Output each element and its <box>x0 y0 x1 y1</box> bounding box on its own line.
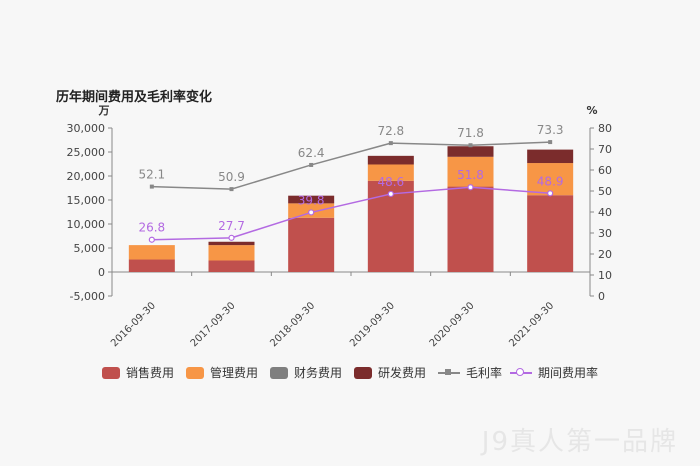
legend-swatch-finance <box>270 367 288 379</box>
y-left-tick-label: 5,000 <box>74 242 106 255</box>
legend-label-admin: 管理费用 <box>210 366 259 380</box>
expense-rate-label: 48.6 <box>377 175 404 189</box>
y-left-tick-label: 25,000 <box>67 146 106 159</box>
bar-segment <box>128 245 175 260</box>
expense-rate-line <box>151 186 551 241</box>
y-right-tick-label: 20 <box>598 248 612 261</box>
gross-margin-point <box>229 187 234 192</box>
bar-segment <box>208 260 255 272</box>
legend-marker-expense-rate <box>516 368 524 376</box>
legend: 销售费用 管理费用 财务费用 研发费用 毛利率 期间费用率 <box>0 364 700 382</box>
x-tick-label: 2016-09-30 <box>109 300 158 349</box>
y-right-tick-label: 30 <box>598 227 612 240</box>
gross-margin-point <box>548 140 553 145</box>
y-right-tick-label: 10 <box>598 269 612 282</box>
y-right-tick-label: 40 <box>598 206 612 219</box>
bar-segment <box>128 259 175 272</box>
y-left-tick-label: -5,000 <box>70 290 105 303</box>
expense-rate-label: 27.7 <box>218 219 245 233</box>
expense-rate-point <box>467 184 474 191</box>
bar-segment <box>527 163 574 196</box>
y-left-tick-label: 0 <box>98 266 105 279</box>
gross-margin-label: 71.8 <box>457 126 484 140</box>
bar-segment <box>367 155 414 165</box>
bar-segment <box>288 195 335 204</box>
bar-segment <box>288 217 335 272</box>
expense-rate-point <box>148 236 155 243</box>
y-right-tick-label: 80 <box>598 122 612 135</box>
gross-margin-label: 52.1 <box>138 168 165 182</box>
legend-label-rd: 研发费用 <box>378 366 427 380</box>
x-tick-label: 2017-09-30 <box>189 300 238 349</box>
expense-rate-label: 39.8 <box>298 193 325 207</box>
bar-segment <box>447 186 494 272</box>
y-left-tick-label: 30,000 <box>67 122 106 135</box>
x-tick-label: 2020-09-30 <box>428 300 477 349</box>
gross-margin-line <box>151 141 551 190</box>
chart-title: 历年期间费用及毛利率变化 <box>56 90 213 105</box>
x-tick-label: 2018-09-30 <box>268 300 317 349</box>
gross-margin-label: 50.9 <box>218 170 245 184</box>
bar-segment <box>367 164 414 181</box>
legend-marker-gross-margin <box>445 369 451 375</box>
gross-margin-label: 72.8 <box>377 124 404 138</box>
y-left-tick-label: 15,000 <box>67 194 106 207</box>
bar-segment <box>447 156 494 187</box>
expense-rate-label: 51.8 <box>457 168 484 182</box>
legend-label-gross-margin: 毛利率 <box>466 366 503 380</box>
legend-swatch-admin <box>186 367 204 379</box>
expense-rate-point <box>547 190 554 197</box>
bar-segment <box>447 146 494 157</box>
legend-swatch-sales <box>102 367 120 379</box>
expense-rate-point <box>387 190 394 198</box>
expense-rate-point <box>308 209 315 216</box>
bar-segment <box>527 195 574 272</box>
gross-margin-label: 62.4 <box>298 146 325 160</box>
gross-margin-point <box>309 162 314 167</box>
bar-segment <box>527 149 574 164</box>
expense-rate-label: 26.8 <box>138 221 165 235</box>
y-axis-left-unit: 万 <box>98 104 110 117</box>
watermark: J9真人第一品牌 <box>481 427 678 457</box>
gross-margin-point <box>468 143 473 148</box>
gross-margin-point <box>388 141 393 146</box>
x-tick-label: 2019-09-30 <box>348 300 397 349</box>
bar-segment <box>208 241 255 246</box>
y-left-tick-label: 10,000 <box>67 218 106 231</box>
y-right-tick-label: 60 <box>598 164 612 177</box>
expense-rate-label: 48.9 <box>537 174 564 188</box>
legend-label-finance: 财务费用 <box>294 366 343 380</box>
y-right-tick-label: 70 <box>598 143 612 156</box>
legend-swatch-rd <box>354 367 372 379</box>
y-left-tick-label: 20,000 <box>67 170 106 183</box>
y-axis-right-unit: % <box>586 104 597 117</box>
gross-margin-label: 73.3 <box>537 123 564 137</box>
gross-margin-point <box>149 184 154 189</box>
legend-label-sales: 销售费用 <box>126 366 175 380</box>
legend-label-expense-rate: 期间费用率 <box>538 366 599 380</box>
expense-rate-point <box>228 234 235 241</box>
bar-segment <box>208 245 255 261</box>
y-right-tick-label: 0 <box>598 290 605 303</box>
y-right-tick-label: 50 <box>598 185 612 198</box>
x-tick-label: 2021-09-30 <box>507 300 556 349</box>
